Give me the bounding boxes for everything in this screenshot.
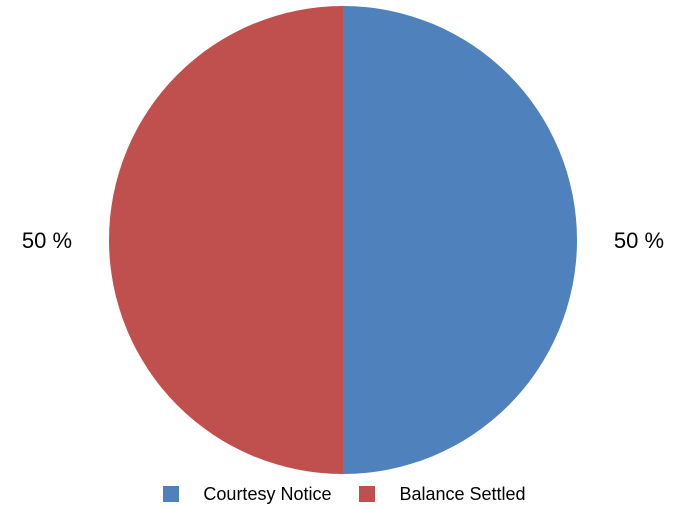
pie-slice-balance-settled [109,6,343,474]
slice-label-courtesy-notice: 50 % [614,228,664,253]
legend-item-balance-settled: Balance Settled [359,483,526,505]
legend-label-balance-settled: Balance Settled [399,483,526,504]
legend-label-courtesy-notice: Courtesy Notice [203,483,332,504]
legend-swatch-courtesy-notice [163,486,180,502]
pie-slice-courtesy-notice [343,6,577,474]
slice-label-balance-settled: 50 % [22,228,72,253]
legend-item-courtesy-notice: Courtesy Notice [163,484,331,505]
chart-legend: Courtesy Notice Balance Settled [0,480,689,508]
legend-swatch-balance-settled [359,486,376,502]
